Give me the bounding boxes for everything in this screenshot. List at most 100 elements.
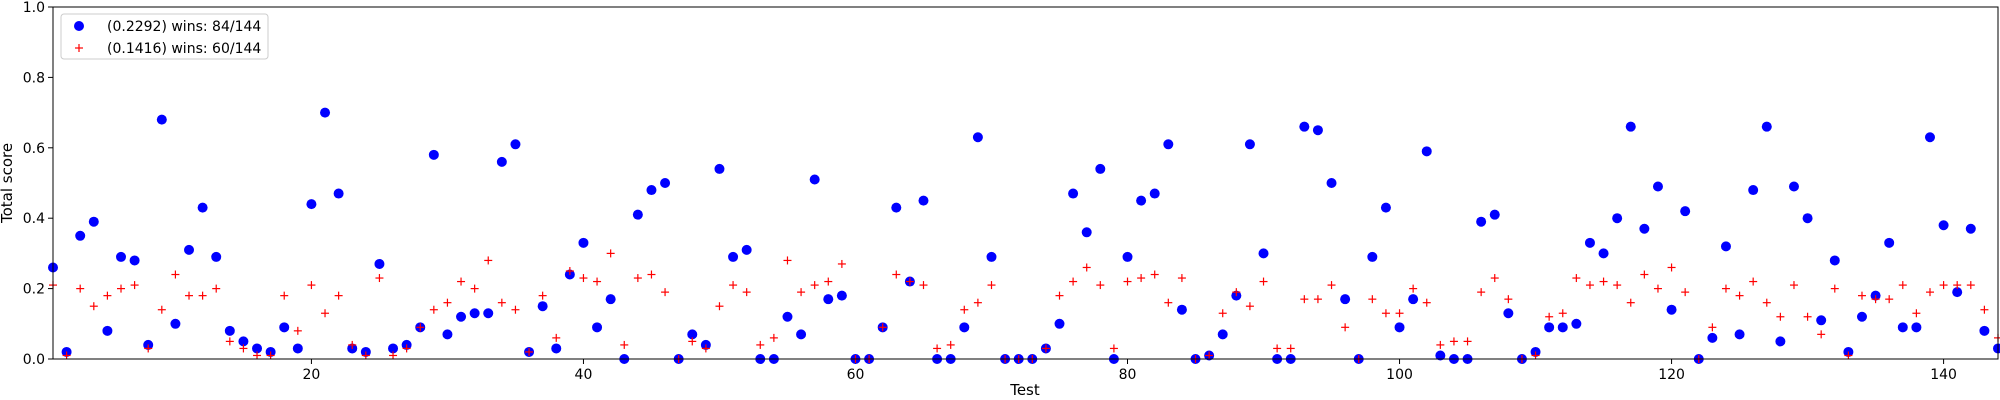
data-point-plus bbox=[1817, 330, 1826, 339]
data-point-circle bbox=[1897, 322, 1908, 333]
data-point-circle bbox=[333, 188, 344, 199]
data-point-circle bbox=[306, 199, 317, 210]
data-point-plus bbox=[837, 259, 846, 268]
data-point-plus bbox=[1150, 270, 1159, 279]
data-point-plus bbox=[1245, 302, 1254, 311]
x-tick-label: 60 bbox=[847, 367, 865, 383]
data-point-circle bbox=[578, 237, 589, 248]
data-point-circle bbox=[605, 294, 616, 305]
data-point-plus bbox=[1218, 309, 1227, 318]
data-point-circle bbox=[1122, 251, 1133, 262]
x-axis-label: Test bbox=[1009, 381, 1040, 399]
data-point-plus bbox=[1436, 340, 1445, 349]
data-point-circle bbox=[1979, 325, 1990, 336]
data-point-plus bbox=[1477, 288, 1486, 297]
data-point-plus bbox=[1885, 295, 1894, 304]
data-point-plus bbox=[552, 333, 561, 342]
data-point-plus bbox=[1463, 337, 1472, 346]
data-point-plus bbox=[1041, 344, 1050, 353]
data-point-plus bbox=[715, 302, 724, 311]
y-tick-label: 0.2 bbox=[23, 282, 45, 298]
data-point-plus bbox=[144, 344, 153, 353]
data-point-plus bbox=[1844, 351, 1853, 360]
data-point-circle bbox=[116, 251, 127, 262]
data-point-circle bbox=[1299, 121, 1310, 132]
data-point-circle bbox=[238, 336, 249, 347]
data-point-plus bbox=[1504, 295, 1513, 304]
data-point-plus bbox=[729, 281, 738, 290]
data-point-circle bbox=[374, 258, 385, 269]
x-tick-label: 80 bbox=[1119, 367, 1137, 383]
data-point-plus bbox=[633, 274, 642, 283]
data-point-circle bbox=[1408, 294, 1419, 305]
data-point-circle bbox=[1924, 132, 1935, 143]
data-point-plus bbox=[1857, 291, 1866, 300]
data-point-circle bbox=[1476, 216, 1487, 227]
data-point-plus bbox=[389, 351, 398, 360]
data-point-plus bbox=[824, 277, 833, 286]
data-point-plus bbox=[1137, 274, 1146, 283]
data-point-plus bbox=[1109, 344, 1118, 353]
data-point-circle bbox=[1244, 139, 1255, 150]
data-point-circle bbox=[1652, 181, 1663, 192]
data-point-plus bbox=[1789, 281, 1798, 290]
data-point-circle bbox=[88, 216, 99, 227]
data-point-plus bbox=[1082, 263, 1091, 272]
data-point-circle bbox=[1829, 255, 1840, 266]
data-point-circle bbox=[1775, 336, 1786, 347]
data-point-plus bbox=[1613, 281, 1622, 290]
data-point-plus bbox=[647, 270, 656, 279]
data-point-circle bbox=[320, 107, 331, 118]
data-point-circle bbox=[1367, 251, 1378, 262]
legend-label-series-1: (0.2292) wins: 84/144 bbox=[107, 19, 261, 35]
data-point-plus bbox=[1177, 274, 1186, 283]
data-point-circle bbox=[646, 185, 657, 196]
legend-plus-marker bbox=[75, 44, 83, 52]
data-point-circle bbox=[184, 244, 195, 255]
data-point-plus bbox=[1830, 284, 1839, 293]
legend: (0.2292) wins: 84/144 (0.1416) wins: 60/… bbox=[60, 13, 269, 60]
data-point-plus bbox=[905, 277, 914, 286]
data-point-circle bbox=[660, 178, 671, 188]
data-point-circle bbox=[428, 149, 439, 160]
data-point-plus bbox=[321, 309, 330, 318]
data-point-plus bbox=[130, 281, 139, 290]
data-point-circle bbox=[197, 202, 208, 213]
data-point-plus bbox=[1123, 277, 1132, 286]
data-point-plus bbox=[117, 284, 126, 293]
data-point-plus bbox=[443, 298, 452, 307]
data-point-circle bbox=[1217, 329, 1228, 340]
data-point-circle bbox=[1965, 223, 1976, 234]
data-point-circle bbox=[1571, 318, 1582, 329]
data-point-plus bbox=[266, 351, 275, 360]
data-point-circle bbox=[442, 329, 453, 340]
data-point-circle bbox=[292, 343, 303, 354]
y-tick-label: 0.0 bbox=[23, 352, 45, 368]
x-tick-label: 20 bbox=[303, 367, 321, 383]
data-point-plus bbox=[579, 274, 588, 283]
data-point-plus bbox=[1449, 337, 1458, 346]
data-point-plus bbox=[1721, 284, 1730, 293]
data-point-circle bbox=[1163, 139, 1174, 150]
data-point-plus bbox=[797, 288, 806, 297]
data-point-plus bbox=[1585, 281, 1594, 290]
data-point-plus bbox=[1966, 281, 1975, 290]
data-point-plus bbox=[1273, 344, 1282, 353]
data-point-circle bbox=[1612, 213, 1623, 224]
data-point-circle bbox=[809, 174, 820, 185]
data-point-circle bbox=[1095, 163, 1106, 174]
data-point-circle bbox=[1326, 178, 1337, 188]
data-point-circle bbox=[1884, 237, 1895, 248]
data-point-circle bbox=[714, 163, 725, 174]
data-point-plus bbox=[62, 351, 71, 360]
data-point-plus bbox=[1286, 344, 1295, 353]
data-point-circle bbox=[1938, 220, 1949, 231]
data-point-plus bbox=[1749, 277, 1758, 286]
data-point-circle bbox=[1707, 332, 1718, 343]
data-point-plus bbox=[1531, 351, 1540, 360]
data-point-plus bbox=[892, 270, 901, 279]
data-point-circle bbox=[252, 343, 263, 354]
data-point-plus bbox=[1925, 288, 1934, 297]
data-point-circle bbox=[1435, 350, 1446, 361]
